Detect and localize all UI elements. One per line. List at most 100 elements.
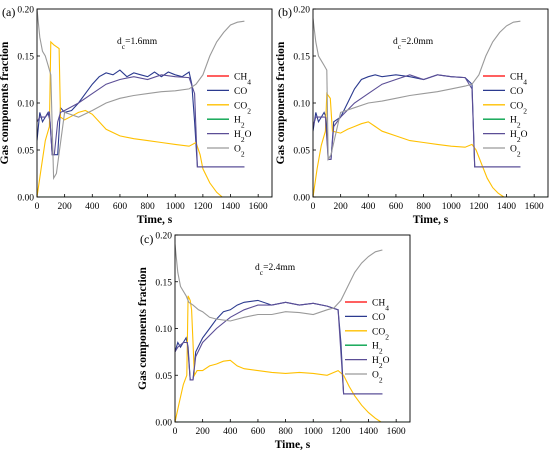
annotation-sub: c xyxy=(122,42,126,51)
legend-label-main: H xyxy=(234,116,241,126)
legend-label-sub: 2 xyxy=(241,149,245,158)
legend-label-h2: H2 xyxy=(234,116,245,130)
series-line-co2 xyxy=(175,295,382,422)
x-tick-label: 600 xyxy=(389,202,404,212)
legend-label-co: CO xyxy=(234,87,247,97)
diameter-annotation: dc=2.0mm xyxy=(393,37,434,51)
legend-label-main: CH xyxy=(372,299,385,309)
legend-label-co2: CO2 xyxy=(510,101,527,115)
x-tick-label: 600 xyxy=(251,427,266,437)
series-line-o2 xyxy=(313,18,521,162)
annotation-main: d xyxy=(393,37,398,47)
legend-label-sub: 2 xyxy=(241,135,245,144)
y-axis-label: Gas components fraction xyxy=(275,41,287,164)
legend-label-co2: CO2 xyxy=(372,327,389,341)
y-tick-label: 0.10 xyxy=(293,100,310,110)
y-tick-label: 0.10 xyxy=(155,325,172,335)
series-line-h2o xyxy=(37,74,245,168)
legend-label-main: CO xyxy=(234,101,247,111)
legend-label-sub: 2 xyxy=(379,346,383,355)
x-tick-label: 0 xyxy=(311,202,316,212)
legend-label-sub: 2 xyxy=(241,120,245,129)
y-tick-label: 0.20 xyxy=(293,6,310,16)
y-axis-label: Gas components fraction xyxy=(137,267,149,390)
x-tick-label: 1000 xyxy=(304,427,323,437)
x-tick-label: 200 xyxy=(334,202,349,212)
legend-label-ch4: CH4 xyxy=(510,73,527,87)
series-line-h2o xyxy=(313,74,521,168)
y-tick-label: 0.05 xyxy=(293,147,310,157)
x-tick-label: 1200 xyxy=(469,202,488,212)
x-axis-label: Time, s xyxy=(413,214,449,226)
legend-label-ch4: CH4 xyxy=(234,73,251,87)
legend-label-rest: O xyxy=(383,356,390,366)
annotation-main: d xyxy=(255,263,260,273)
legend-label-rest: O xyxy=(521,130,528,140)
legend-label-main: CO xyxy=(372,327,385,337)
diameter-annotation: dc=1.6mm xyxy=(117,37,158,51)
y-axis-label: Gas components fraction xyxy=(0,41,11,164)
x-tick-label: 400 xyxy=(223,427,238,437)
y-tick-label: 0.20 xyxy=(155,232,172,242)
legend-label-main: H xyxy=(234,130,241,140)
legend-label-o2: O2 xyxy=(510,145,521,159)
legend-label-sub: 2 xyxy=(379,375,383,384)
legend-label-main: H xyxy=(510,130,517,140)
annotation-sub: c xyxy=(260,268,264,277)
x-tick-label: 1600 xyxy=(387,427,406,437)
chart-panel-1: (a) 0 200 400 600 800 1000 1200 1400 1600 0.00 0.05… xyxy=(0,5,273,226)
x-tick-label: 1000 xyxy=(442,202,461,212)
y-tick-label: 0.15 xyxy=(17,53,34,63)
legend-label-main: H xyxy=(510,116,517,126)
legend-label-sub: 4 xyxy=(523,77,527,86)
legend-label-main: O xyxy=(234,145,241,155)
x-tick-label: 200 xyxy=(58,202,73,212)
legend-label-sub: 4 xyxy=(385,303,389,312)
annotation-sub: c xyxy=(398,42,402,51)
legend-label-h2: H2 xyxy=(372,342,383,356)
series-line-h2o xyxy=(175,301,383,395)
chart-panel-2: (b) 0 200 400 600 800 1000 1200 1400 1600 0.00 0.05… xyxy=(275,5,549,226)
legend-label-sub: 2 xyxy=(517,135,521,144)
legend-label-sub: 2 xyxy=(385,332,389,341)
y-tick-label: 0.00 xyxy=(155,419,172,429)
x-tick-label: 800 xyxy=(278,427,293,437)
legend-label-sub: 2 xyxy=(523,106,527,115)
x-tick-label: 1400 xyxy=(359,427,378,437)
x-axis-label: Time, s xyxy=(275,439,311,451)
annotation-main: d xyxy=(117,37,122,47)
legend-label-main: CO xyxy=(510,101,523,111)
x-tick-label: 1200 xyxy=(331,427,350,437)
legend-label-main: CO xyxy=(372,313,385,323)
y-tick-label: 0.10 xyxy=(17,100,34,110)
panel-label: (c) xyxy=(140,232,153,246)
x-tick-label: 800 xyxy=(416,202,431,212)
legend-label-rest: O xyxy=(245,130,252,140)
legend-label-main: CH xyxy=(234,73,247,83)
y-tick-label: 0.20 xyxy=(17,6,34,16)
x-tick-label: 800 xyxy=(140,202,155,212)
y-tick-label: 0.00 xyxy=(17,194,34,204)
x-tick-label: 400 xyxy=(361,202,376,212)
legend-label-main: H xyxy=(372,342,379,352)
legend-label-main: CH xyxy=(510,73,523,83)
series-line-o2 xyxy=(175,244,383,322)
x-axis-label: Time, s xyxy=(137,214,173,226)
legend-label-o2: O2 xyxy=(234,145,245,159)
legend-label-sub: 4 xyxy=(247,77,251,86)
x-tick-label: 1200 xyxy=(193,202,212,212)
legend-label-sub: 2 xyxy=(517,120,521,129)
x-tick-label: 200 xyxy=(196,427,211,437)
series-line-co xyxy=(313,74,521,168)
panel-label: (b) xyxy=(278,5,292,19)
panel-label: (a) xyxy=(2,5,15,19)
y-tick-label: 0.05 xyxy=(155,372,172,382)
y-tick-label: 0.00 xyxy=(293,194,310,204)
legend-label-h2o: H2O xyxy=(510,130,528,144)
chart-panel-3: (c) 0 200 400 600 800 1000 1200 1400 1600 0.00 0.05… xyxy=(137,232,411,451)
annotation-rest: =2.0mm xyxy=(401,37,434,47)
y-tick-label: 0.05 xyxy=(17,147,34,157)
legend-label-co: CO xyxy=(372,313,385,323)
annotation-rest: =2.4mm xyxy=(263,263,296,273)
